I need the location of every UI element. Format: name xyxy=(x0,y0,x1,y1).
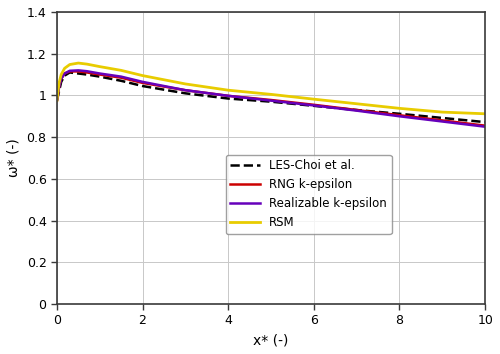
RSM xyxy=(84,62,90,66)
Realizable k-epsilon xyxy=(482,125,488,129)
RSM xyxy=(62,66,68,70)
Line: LES-Choi et al.: LES-Choi et al. xyxy=(57,73,485,122)
LES-Choi et al. xyxy=(396,112,402,116)
RNG k-epsilon xyxy=(268,98,274,102)
Realizable k-epsilon xyxy=(268,98,274,103)
Realizable k-epsilon xyxy=(76,68,82,73)
RNG k-epsilon xyxy=(56,85,62,89)
RNG k-epsilon xyxy=(58,76,64,81)
RSM xyxy=(56,81,62,85)
RSM xyxy=(67,62,73,67)
Realizable k-epsilon xyxy=(182,88,188,92)
Line: RNG k-epsilon: RNG k-epsilon xyxy=(57,72,485,126)
RNG k-epsilon xyxy=(482,124,488,128)
Y-axis label: ω* (-): ω* (-) xyxy=(7,139,21,177)
RNG k-epsilon xyxy=(311,103,317,107)
RNG k-epsilon xyxy=(225,94,231,98)
LES-Choi et al. xyxy=(182,91,188,96)
RSM xyxy=(118,68,124,73)
Realizable k-epsilon xyxy=(118,74,124,79)
Realizable k-epsilon xyxy=(140,80,145,84)
Realizable k-epsilon xyxy=(96,72,102,76)
RNG k-epsilon xyxy=(118,75,124,80)
LES-Choi et al. xyxy=(84,73,90,77)
LES-Choi et al. xyxy=(54,98,60,103)
LES-Choi et al. xyxy=(140,84,145,88)
RNG k-epsilon xyxy=(96,73,102,77)
RSM xyxy=(440,110,446,114)
RSM xyxy=(54,98,60,103)
Realizable k-epsilon xyxy=(311,103,317,108)
Realizable k-epsilon xyxy=(84,69,90,73)
Realizable k-epsilon xyxy=(440,119,446,124)
RNG k-epsilon xyxy=(76,69,82,74)
RSM xyxy=(311,97,317,101)
Line: Realizable k-epsilon: Realizable k-epsilon xyxy=(57,70,485,127)
RNG k-epsilon xyxy=(396,113,402,118)
Realizable k-epsilon xyxy=(56,85,62,89)
RSM xyxy=(225,88,231,92)
LES-Choi et al. xyxy=(482,120,488,124)
LES-Choi et al. xyxy=(225,96,231,101)
LES-Choi et al. xyxy=(67,70,73,75)
Realizable k-epsilon xyxy=(67,69,73,73)
RNG k-epsilon xyxy=(440,118,446,122)
LES-Choi et al. xyxy=(58,80,64,84)
RSM xyxy=(140,74,145,78)
LES-Choi et al. xyxy=(440,116,446,120)
LES-Choi et al. xyxy=(76,72,82,76)
RSM xyxy=(96,64,102,69)
Realizable k-epsilon xyxy=(225,94,231,98)
RSM xyxy=(268,92,274,97)
RNG k-epsilon xyxy=(182,88,188,92)
Realizable k-epsilon xyxy=(54,98,60,103)
LES-Choi et al. xyxy=(118,79,124,83)
LES-Choi et al. xyxy=(268,99,274,104)
RNG k-epsilon xyxy=(62,72,68,76)
RNG k-epsilon xyxy=(54,98,60,103)
RNG k-epsilon xyxy=(140,81,145,85)
LES-Choi et al. xyxy=(62,74,68,78)
Realizable k-epsilon xyxy=(58,76,64,81)
RSM xyxy=(182,82,188,86)
RSM xyxy=(354,102,360,106)
RSM xyxy=(482,112,488,116)
LES-Choi et al. xyxy=(96,74,102,79)
LES-Choi et al. xyxy=(311,104,317,108)
RNG k-epsilon xyxy=(354,108,360,112)
LES-Choi et al. xyxy=(354,108,360,112)
Realizable k-epsilon xyxy=(396,114,402,118)
Line: RSM: RSM xyxy=(57,63,485,114)
RSM xyxy=(58,73,64,77)
LES-Choi et al. xyxy=(56,89,62,93)
RSM xyxy=(76,61,82,65)
X-axis label: x* (-): x* (-) xyxy=(254,333,288,347)
RNG k-epsilon xyxy=(67,69,73,74)
RNG k-epsilon xyxy=(84,70,90,75)
Realizable k-epsilon xyxy=(354,109,360,113)
RSM xyxy=(396,106,402,110)
Legend: LES-Choi et al., RNG k-epsilon, Realizable k-epsilon, RSM: LES-Choi et al., RNG k-epsilon, Realizab… xyxy=(226,155,392,234)
Realizable k-epsilon xyxy=(62,72,68,76)
